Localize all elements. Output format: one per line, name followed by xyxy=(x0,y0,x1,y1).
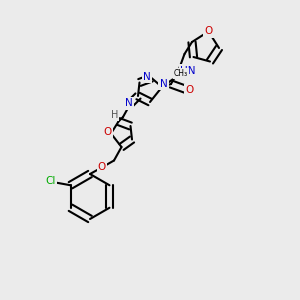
Text: O: O xyxy=(98,161,106,172)
Text: N: N xyxy=(143,71,151,82)
Text: H: H xyxy=(111,110,118,121)
Text: O: O xyxy=(185,85,193,95)
Text: HN: HN xyxy=(180,65,196,76)
Text: N: N xyxy=(125,98,133,109)
Text: CH₃: CH₃ xyxy=(174,69,188,78)
Text: O: O xyxy=(204,26,213,37)
Text: Cl: Cl xyxy=(45,176,56,186)
Text: O: O xyxy=(104,127,112,137)
Text: N: N xyxy=(160,79,167,89)
